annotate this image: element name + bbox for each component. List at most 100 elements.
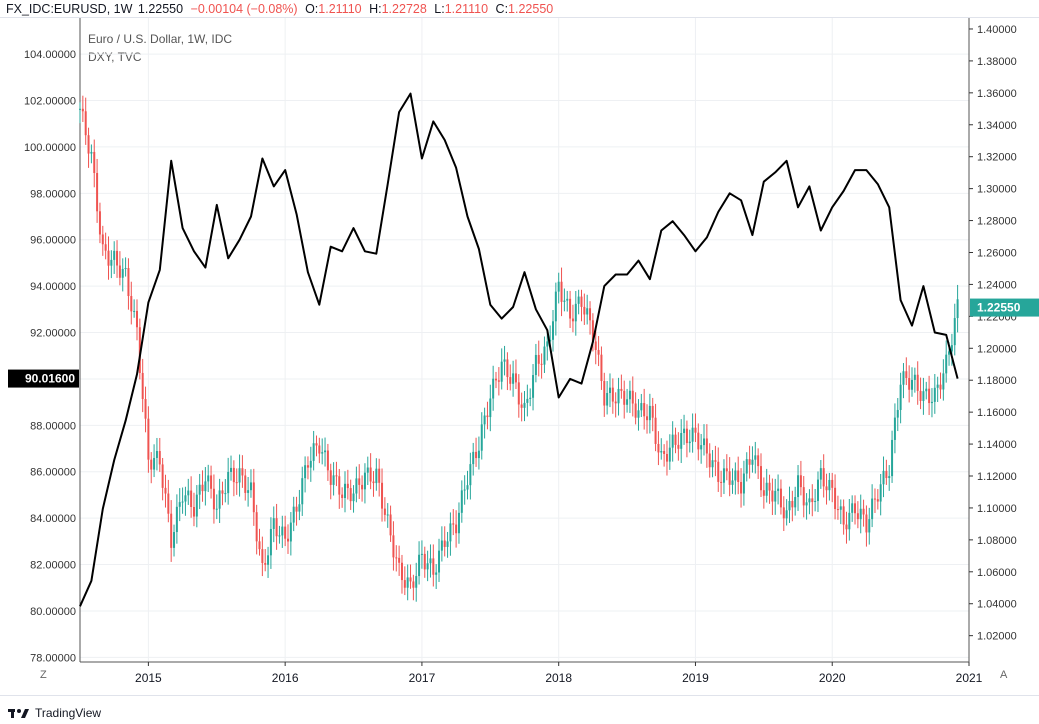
eurusd-candle — [133, 310, 136, 312]
eurusd-candle — [902, 371, 905, 385]
eurusd-candle — [346, 483, 349, 489]
scale-toggle-left[interactable]: Z — [40, 669, 47, 681]
eurusd-candle — [170, 513, 173, 548]
right-tick-label: 1.02000 — [977, 631, 1017, 643]
eurusd-last-price-text: 1.22550 — [977, 301, 1021, 315]
close-label: C: — [495, 2, 509, 16]
eurusd-candle — [381, 482, 384, 509]
time-tick-label: 2019 — [682, 671, 709, 685]
eurusd-candle — [549, 339, 552, 342]
eurusd-candle — [281, 526, 284, 536]
right-axis: 1.02000 1.04000 1.06000 1.08000 1.10000 1.120… — [969, 24, 1017, 643]
eurusd-candle — [939, 384, 942, 390]
dxy-last-price-badge — [8, 369, 79, 388]
eurusd-candle — [295, 506, 298, 512]
eurusd-candle — [908, 378, 911, 390]
eurusd-candle — [919, 390, 922, 401]
time-tick-label: 2015 — [135, 671, 162, 685]
eurusd-candle — [318, 445, 321, 454]
eurusd-candle — [851, 503, 854, 513]
dxy-line-series — [79, 92, 959, 607]
eurusd-candle — [734, 470, 737, 481]
eurusd-candle — [782, 507, 785, 519]
eurusd-candle — [606, 392, 609, 406]
eurusd-candle — [423, 553, 426, 570]
eurusd-candle — [309, 460, 312, 468]
eurusd-candle — [449, 523, 452, 542]
eurusd-candle — [249, 482, 252, 491]
eurusd-candle — [566, 298, 569, 301]
time-axis: 2015 2016 2017 2018 2019 2020 2021 — [135, 662, 983, 685]
eurusd-candle — [825, 486, 828, 491]
main-series-label[interactable]: Euro / U.S. Dollar, 1W, IDC — [88, 32, 233, 46]
eurusd-candle — [893, 417, 896, 440]
eurusd-candle — [828, 479, 831, 491]
eurusd-candle — [654, 417, 657, 444]
left-tick-label: 88.00000 — [30, 420, 76, 432]
eurusd-candle — [315, 443, 318, 446]
chart-grid — [80, 17, 970, 662]
eurusd-candle — [110, 259, 113, 266]
overlay-series-label[interactable]: DXY, TVC — [88, 50, 142, 64]
tradingview-logo-icon — [8, 709, 29, 718]
eurusd-candle — [93, 151, 96, 173]
eurusd-candle — [301, 478, 304, 505]
auto-scale-button[interactable]: A — [1000, 669, 1008, 681]
eurusd-candle — [694, 427, 697, 433]
time-tick-label: 2018 — [545, 671, 572, 685]
eurusd-candle — [925, 388, 928, 392]
eurusd-candle — [865, 514, 868, 533]
eurusd-candle — [101, 234, 104, 245]
eurusd-candle — [269, 528, 272, 556]
left-tick-label: 92.00000 — [30, 328, 76, 340]
eurusd-candle — [517, 382, 520, 405]
eurusd-candle — [600, 354, 603, 381]
eurusd-candle — [526, 398, 529, 403]
eurusd-candle — [543, 346, 546, 365]
tradingview-brand[interactable]: TradingView — [8, 706, 101, 720]
eurusd-candle — [660, 451, 663, 453]
eurusd-candle — [304, 465, 307, 479]
symbol-label[interactable]: FX_IDC:EURUSD, 1W — [6, 2, 133, 16]
chart-legend-header: FX_IDC:EURUSD, 1W 1.22550 −0.00104 (−0.0… — [6, 2, 553, 16]
eurusd-candle — [745, 459, 748, 474]
eurusd-candle — [509, 377, 512, 384]
eurusd-candle — [324, 450, 327, 453]
eurusd-candle — [665, 453, 668, 462]
eurusd-candle — [680, 433, 683, 449]
eurusd-candle — [663, 451, 666, 454]
eurusd-candle — [754, 455, 757, 460]
eurusd-candle — [626, 399, 629, 405]
eurusd-candle — [224, 493, 227, 495]
eurusd-candle — [167, 493, 170, 514]
high-label: H: — [369, 2, 382, 16]
eurusd-candle — [534, 354, 537, 376]
eurusd-candle — [375, 468, 378, 484]
eurusd-candle — [366, 467, 369, 473]
eurusd-candle — [87, 135, 90, 154]
eurusd-candle — [674, 434, 677, 445]
eurusd-candle — [127, 268, 130, 297]
eurusd-last-price-badge — [970, 298, 1039, 317]
eurusd-candle — [688, 441, 691, 444]
eurusd-candle — [506, 359, 509, 378]
eurusd-candle — [888, 476, 891, 479]
eurusd-candle — [244, 475, 247, 493]
eurusd-candle — [252, 482, 255, 513]
eurusd-candle — [737, 470, 740, 482]
right-tick-label: 1.38000 — [977, 56, 1017, 68]
eurusd-candle — [854, 503, 857, 514]
high-value: 1.22728 — [381, 2, 427, 16]
eurusd-candle — [945, 354, 948, 374]
left-tick-label: 98.00000 — [30, 188, 76, 200]
eurusd-candle — [950, 345, 953, 352]
eurusd-candle — [586, 308, 589, 315]
eurusd-candle — [306, 465, 309, 468]
eurusd-candle — [876, 499, 879, 502]
eurusd-candle — [121, 269, 124, 278]
eurusd-candle — [483, 415, 486, 425]
eurusd-candle — [204, 481, 207, 492]
eurusd-candle — [261, 549, 264, 564]
eurusd-candle — [933, 387, 936, 402]
